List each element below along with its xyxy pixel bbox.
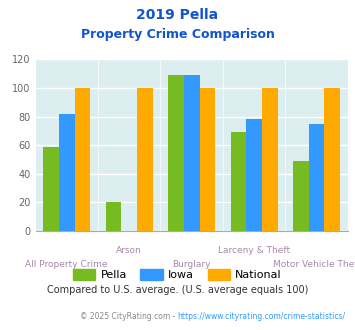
Text: Arson: Arson — [116, 246, 142, 255]
Text: Compared to U.S. average. (U.S. average equals 100): Compared to U.S. average. (U.S. average … — [47, 285, 308, 295]
Text: Motor Vehicle Theft: Motor Vehicle Theft — [273, 260, 355, 269]
Bar — [168, 75, 184, 231]
Bar — [59, 114, 75, 231]
Text: Property Crime Comparison: Property Crime Comparison — [81, 28, 274, 41]
Bar — [293, 161, 309, 231]
Bar — [137, 88, 153, 231]
Bar — [106, 202, 121, 231]
Bar — [231, 132, 246, 231]
Bar — [200, 88, 215, 231]
Text: © 2025 CityRating.com -: © 2025 CityRating.com - — [80, 312, 178, 321]
Bar — [262, 88, 278, 231]
Bar — [324, 88, 340, 231]
Text: Larceny & Theft: Larceny & Theft — [218, 246, 290, 255]
Bar — [43, 147, 59, 231]
Bar — [184, 75, 200, 231]
Bar — [246, 119, 262, 231]
Text: https://www.cityrating.com/crime-statistics/: https://www.cityrating.com/crime-statist… — [178, 312, 346, 321]
Text: 2019 Pella: 2019 Pella — [136, 8, 219, 22]
Bar — [309, 124, 324, 231]
Text: Burglary: Burglary — [173, 260, 211, 269]
Legend: Pella, Iowa, National: Pella, Iowa, National — [69, 265, 286, 285]
Bar — [75, 88, 90, 231]
Text: All Property Crime: All Property Crime — [26, 260, 108, 269]
